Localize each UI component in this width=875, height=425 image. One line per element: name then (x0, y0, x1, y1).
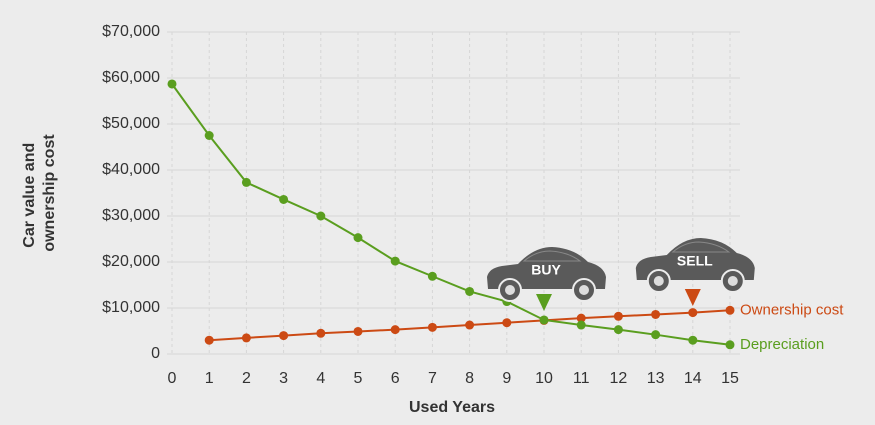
x-tick-label: 14 (684, 370, 702, 387)
data-point (725, 305, 735, 315)
y-axis-title-line: ownership cost (41, 134, 58, 252)
y-axis-title-line: Car value and (21, 143, 38, 248)
data-point (241, 333, 251, 343)
car-window (671, 241, 731, 253)
x-tick-label: 9 (502, 370, 511, 387)
car-label: BUY (531, 262, 561, 278)
hub (653, 276, 664, 286)
x-tick-label: 11 (573, 370, 590, 387)
x-tick-label: 4 (316, 370, 325, 387)
data-point (353, 233, 363, 243)
y-tick-label: $50,000 (102, 115, 160, 132)
series-line (171, 83, 731, 346)
x-tick-label: 7 (428, 370, 437, 387)
data-point (688, 308, 698, 318)
hub (579, 285, 589, 295)
data-point (651, 330, 661, 340)
x-tick-label: 10 (535, 370, 553, 387)
y-tick-label: $60,000 (102, 69, 160, 86)
hub (505, 285, 515, 295)
data-point (204, 131, 214, 140)
data-point (576, 320, 586, 330)
y-tick-label: $20,000 (102, 253, 160, 270)
y-tick-label: $10,000 (102, 299, 160, 316)
car-label: SELL (677, 253, 713, 269)
data-point (465, 320, 475, 330)
x-tick-label: 15 (721, 370, 739, 387)
data-point (427, 271, 437, 281)
car-body (635, 238, 755, 280)
data-point (279, 331, 289, 341)
data-point (316, 211, 326, 221)
y-tick-label: $40,000 (102, 161, 160, 178)
x-tick-label: 1 (205, 370, 214, 387)
x-tick-label: 3 (279, 370, 288, 387)
x-tick-label: 13 (647, 370, 665, 387)
hub (727, 276, 738, 286)
data-point (651, 309, 661, 319)
x-tick-label: 5 (354, 370, 363, 387)
y-tick-label: $70,000 (102, 23, 160, 40)
data-point (241, 177, 251, 187)
data-point (465, 286, 475, 296)
x-tick-label: 12 (610, 370, 628, 387)
data-point (576, 313, 586, 323)
data-point (502, 318, 512, 328)
data-point (613, 325, 623, 335)
data-point (725, 340, 735, 350)
data-point (390, 325, 400, 335)
y-axis-title: Car value and ownership cost (21, 134, 58, 252)
x-tick-label: 2 (242, 370, 251, 387)
x-tick-label: 6 (391, 370, 400, 387)
annotation-arrow (684, 289, 701, 306)
car-annotation: SELL (635, 238, 755, 293)
data-point (204, 335, 214, 345)
y-tick-label: $30,000 (102, 207, 160, 224)
annotation-arrow (536, 294, 552, 311)
data-point (390, 256, 400, 266)
x-axis-title: Used Years (409, 399, 495, 416)
data-point (316, 328, 326, 338)
data-point (279, 194, 289, 204)
car-annotation: BUY (487, 247, 606, 302)
data-point (427, 322, 437, 332)
series-label: Depreciation (740, 336, 824, 353)
data-point (353, 326, 363, 336)
x-tick-label: 8 (465, 370, 474, 387)
car-body (487, 247, 606, 289)
car-window (522, 250, 582, 262)
x-tick-label: 0 (168, 370, 177, 387)
data-point (167, 79, 177, 89)
data-point (688, 335, 698, 345)
data-point (613, 311, 623, 321)
y-tick-label: 0 (151, 345, 160, 362)
data-point (539, 315, 549, 325)
series-label: Ownership cost (740, 301, 844, 318)
